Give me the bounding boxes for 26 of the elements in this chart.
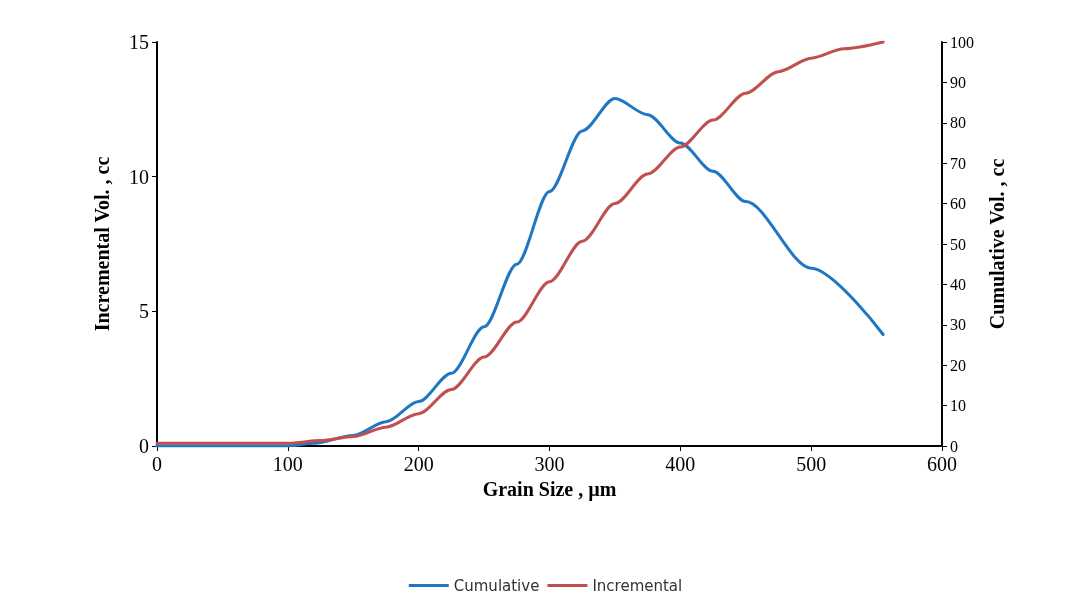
- y2-tick-label: 100: [950, 33, 974, 51]
- y2-axis-title: Cumulative Vol. , cc: [986, 158, 1008, 330]
- y-tick-label: 5: [139, 300, 149, 323]
- x-tick-label: 500: [796, 453, 827, 475]
- y2-tick-label: 90: [950, 73, 966, 91]
- y2-tick-label: 50: [950, 235, 966, 253]
- y2-tick-label: 70: [950, 154, 966, 172]
- legend-label: Cumulative: [453, 576, 540, 595]
- x-tick-label: 400: [665, 453, 696, 475]
- x-tick-label: 200: [403, 453, 434, 475]
- legend-label: Incremental: [592, 576, 683, 595]
- y2-tick-label: 20: [950, 356, 966, 374]
- y-axis-title: Incremental Vol. , cc: [91, 156, 113, 332]
- x-axis-title: Grain Size , µm: [482, 477, 617, 501]
- x-tick-label: 100: [272, 453, 303, 475]
- y2-tick-label: 60: [950, 195, 966, 213]
- y2-tick-label: 40: [950, 275, 966, 293]
- y-tick-label: 0: [139, 435, 149, 457]
- y2-tick-label: 0: [950, 437, 958, 455]
- y-tick-label: 10: [129, 165, 149, 188]
- y2-tick-label: 30: [950, 316, 966, 334]
- y2-tick-label: 80: [950, 114, 966, 132]
- x-tick-label: 300: [534, 453, 565, 475]
- x-tick-label: 600: [927, 453, 957, 475]
- y2-tick-label: 10: [950, 397, 966, 415]
- y-tick-label: 15: [129, 31, 149, 53]
